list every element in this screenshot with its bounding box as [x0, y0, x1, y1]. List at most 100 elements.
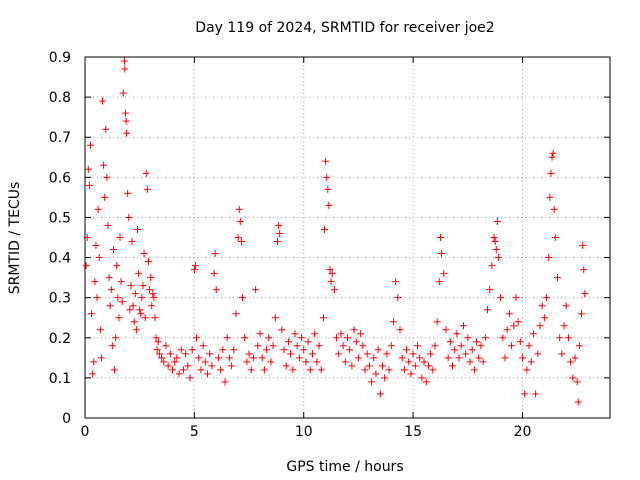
- data-point: [396, 326, 404, 334]
- data-point: [573, 378, 581, 386]
- data-point: [335, 350, 343, 358]
- data-point: [190, 266, 198, 274]
- data-point: [505, 310, 513, 318]
- y-tick-label: 0.4: [49, 251, 71, 267]
- data-point: [468, 346, 476, 354]
- data-point: [162, 342, 170, 350]
- data-point: [153, 346, 161, 354]
- data-point: [321, 225, 329, 233]
- data-point: [114, 294, 122, 302]
- data-point: [339, 342, 347, 350]
- data-point: [193, 334, 201, 342]
- data-point: [459, 322, 467, 330]
- data-point: [521, 390, 529, 398]
- data-point: [499, 334, 507, 342]
- data-point: [236, 217, 244, 225]
- data-point: [291, 330, 299, 338]
- data-point: [103, 173, 111, 181]
- x-axis-label: GPS time / hours: [286, 459, 403, 475]
- data-point: [166, 350, 174, 358]
- data-point: [411, 362, 419, 370]
- data-point: [580, 266, 588, 274]
- data-point: [394, 294, 402, 302]
- data-point: [348, 362, 356, 370]
- data-point: [94, 205, 102, 213]
- data-point: [368, 378, 376, 386]
- data-point: [241, 334, 249, 342]
- data-point: [254, 342, 262, 350]
- data-point: [569, 374, 577, 382]
- data-point: [204, 370, 211, 378]
- data-point: [327, 278, 335, 286]
- data-point: [197, 366, 205, 374]
- data-point: [173, 354, 181, 362]
- data-point: [344, 334, 351, 342]
- data-point: [324, 185, 332, 193]
- data-point: [274, 238, 281, 246]
- data-point: [247, 366, 255, 374]
- data-point: [252, 286, 260, 294]
- data-point: [389, 318, 397, 326]
- data-point: [470, 366, 478, 374]
- data-point: [464, 334, 472, 342]
- data-point: [228, 362, 236, 370]
- data-point: [508, 342, 516, 350]
- data-point: [230, 346, 238, 354]
- data-point: [529, 330, 537, 338]
- data-point: [118, 298, 126, 306]
- data-point: [282, 362, 290, 370]
- data-point: [280, 346, 288, 354]
- data-point: [475, 354, 483, 362]
- data-point: [359, 342, 367, 350]
- data-point: [86, 141, 94, 149]
- data-point: [440, 270, 448, 278]
- data-point: [429, 366, 437, 374]
- data-point: [147, 274, 155, 282]
- data-point: [543, 294, 551, 302]
- data-point: [208, 362, 216, 370]
- data-point: [267, 358, 275, 366]
- data-point: [361, 366, 369, 374]
- data-point: [431, 342, 439, 350]
- data-point: [302, 358, 310, 366]
- data-point: [232, 310, 240, 318]
- data-point: [211, 250, 219, 258]
- data-point: [154, 338, 162, 346]
- data-point: [326, 266, 334, 274]
- data-point: [88, 310, 96, 318]
- data-point: [258, 354, 266, 362]
- data-point: [564, 334, 572, 342]
- data-point: [322, 157, 330, 165]
- data-point: [376, 390, 384, 398]
- data-point: [217, 366, 225, 374]
- data-point: [547, 169, 555, 177]
- data-point: [95, 254, 103, 262]
- data-point: [486, 286, 494, 294]
- data-point: [540, 314, 548, 322]
- data-point: [315, 342, 323, 350]
- data-point: [235, 205, 243, 213]
- data-point: [130, 318, 138, 326]
- data-point: [139, 282, 147, 290]
- data-point: [350, 326, 358, 334]
- data-point: [435, 278, 443, 286]
- data-point: [105, 274, 113, 282]
- data-point: [152, 334, 160, 342]
- data-point: [144, 258, 152, 266]
- y-tick-label: 0: [62, 411, 71, 427]
- data-point: [479, 358, 487, 366]
- data-point: [306, 366, 314, 374]
- data-point: [333, 334, 341, 342]
- data-point: [493, 217, 501, 225]
- data-point: [298, 334, 306, 342]
- data-point: [453, 330, 461, 338]
- data-point: [127, 282, 135, 290]
- data-point: [538, 302, 546, 310]
- data-point: [420, 358, 428, 366]
- data-point: [113, 262, 121, 270]
- data-point: [186, 374, 194, 382]
- data-point: [319, 314, 327, 322]
- data-point: [300, 346, 308, 354]
- data-point: [455, 354, 463, 362]
- data-point: [433, 318, 441, 326]
